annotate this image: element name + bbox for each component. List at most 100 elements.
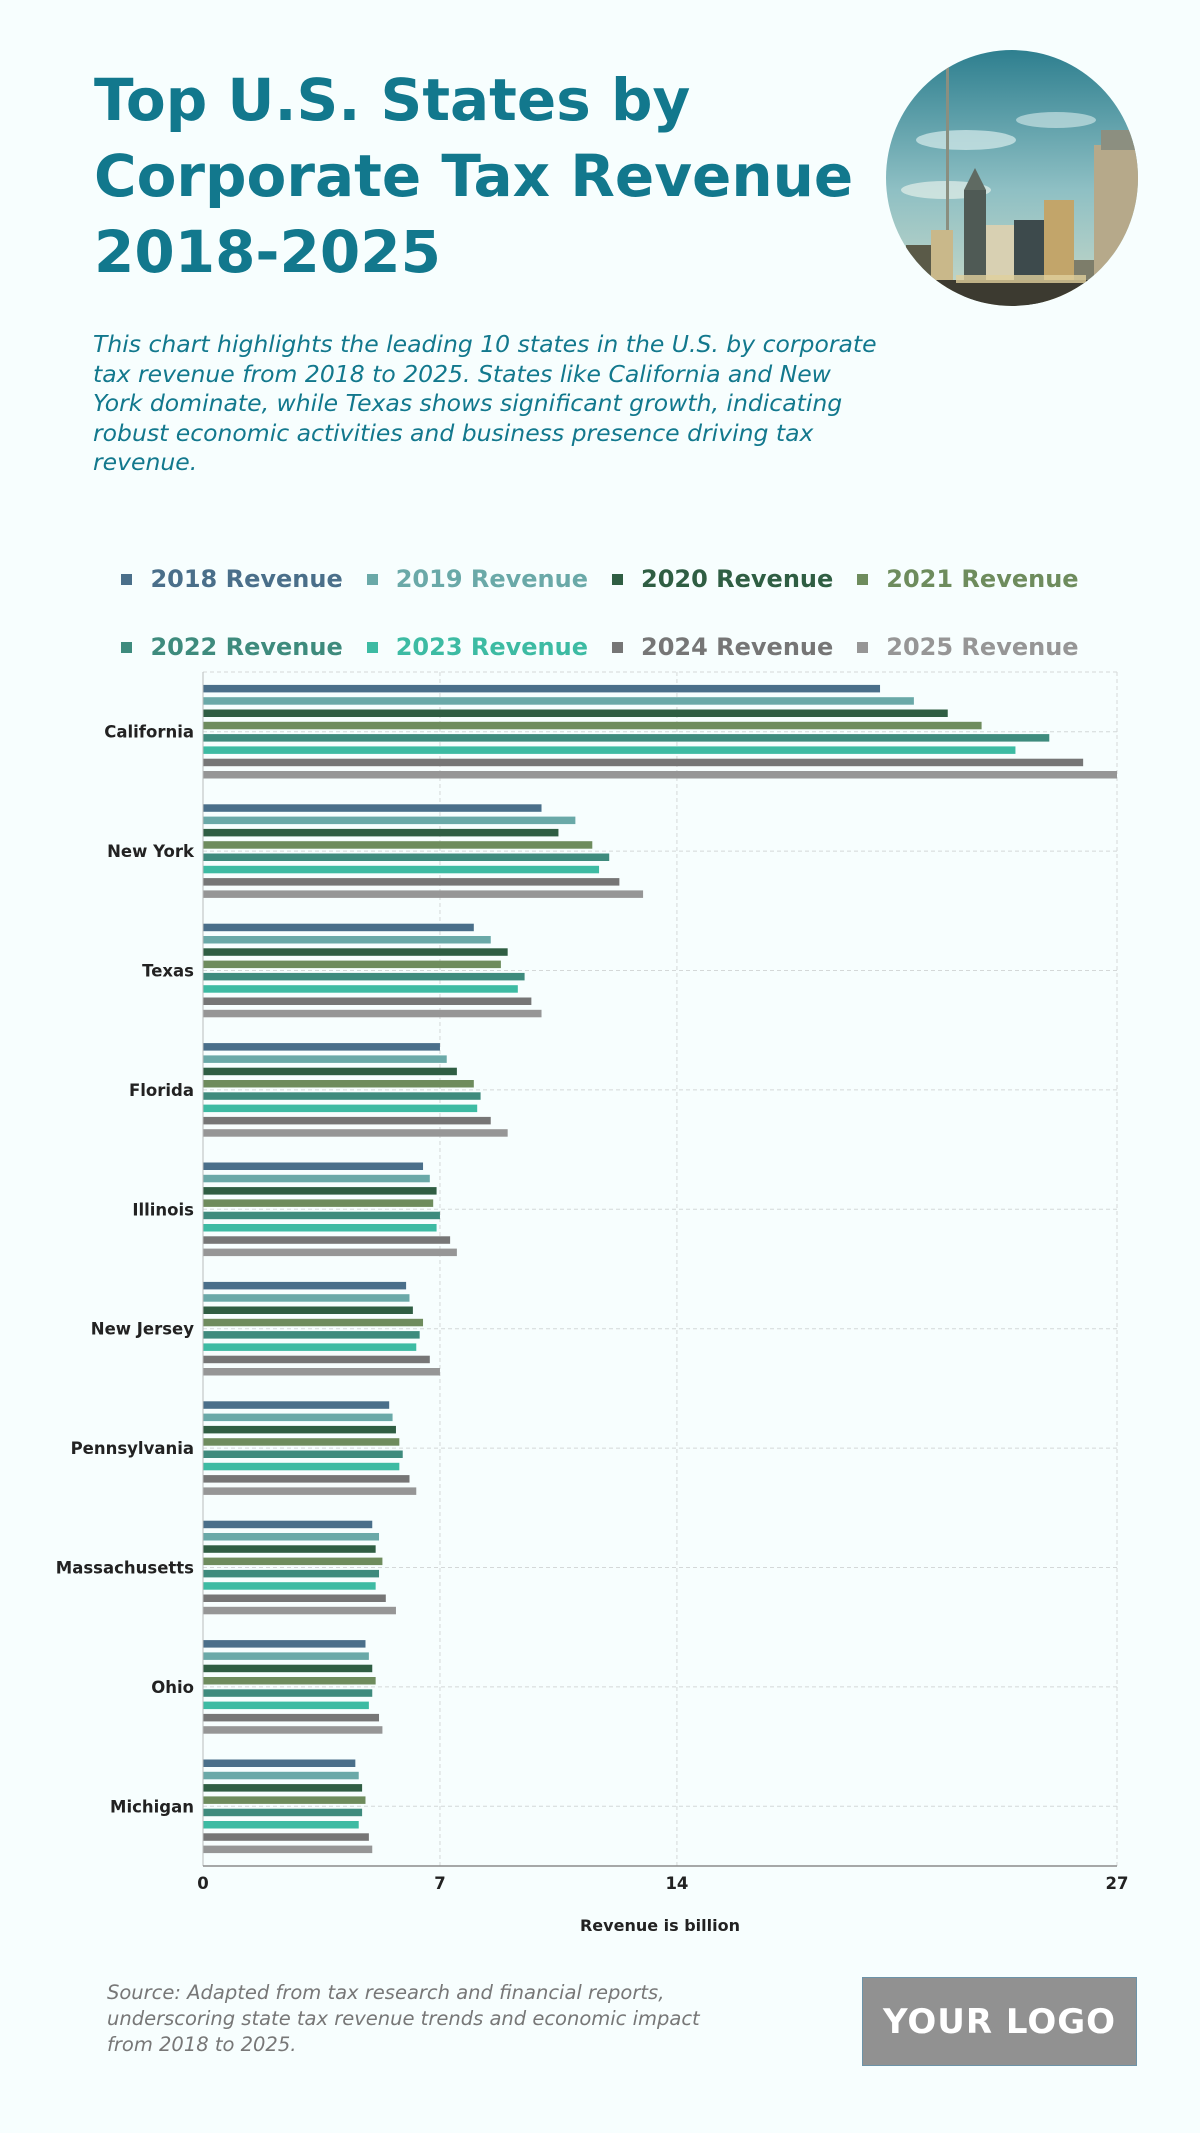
bar [203, 684, 881, 693]
legend-item: 2025 Revenue [857, 633, 1079, 661]
legend-swatch [857, 573, 869, 585]
bar [203, 1606, 396, 1615]
bar [203, 1318, 424, 1327]
bar [203, 1796, 366, 1804]
bar [203, 1401, 390, 1409]
bar [203, 1162, 424, 1170]
x-tick-label: 7 [434, 1874, 445, 1893]
bar [203, 1821, 359, 1829]
bar [203, 1557, 383, 1566]
bar [203, 1116, 491, 1125]
bar [203, 1080, 474, 1088]
bar [203, 1545, 376, 1553]
bar [203, 1043, 440, 1051]
legend-swatch [366, 641, 378, 653]
y-tick-label: Pennsylvania [71, 1439, 194, 1458]
bar [203, 1701, 369, 1710]
legend-item: 2019 Revenue [366, 565, 588, 593]
bar [203, 804, 542, 812]
bar [203, 1533, 380, 1541]
bar [203, 1664, 373, 1673]
bar [203, 1487, 417, 1495]
bar [203, 1713, 380, 1722]
chart-subtitle: This chart highlights the leading 10 sta… [93, 330, 877, 476]
bar [203, 1569, 380, 1578]
legend-label: 2021 Revenue [886, 565, 1079, 593]
x-tick-label: 27 [1106, 1874, 1129, 1893]
legend-item: 2022 Revenue [121, 633, 343, 661]
bar [203, 1652, 369, 1660]
legend-swatch [121, 573, 133, 585]
bar [203, 936, 491, 944]
bar [203, 734, 1050, 742]
bar [203, 1784, 363, 1792]
legend-item: 2023 Revenue [366, 633, 588, 661]
bar-chart: California New York Texas Florida Illinois Ne… [56, 671, 1129, 1893]
bar [203, 1174, 430, 1183]
legend-swatch [121, 641, 133, 653]
bar [203, 1833, 369, 1841]
bar [203, 1129, 508, 1137]
y-tick-label: New Jersey [91, 1320, 194, 1339]
bar [203, 960, 501, 969]
x-tick-label: 0 [197, 1874, 208, 1893]
bar [203, 841, 593, 849]
legend-label: 2024 Revenue [641, 633, 834, 661]
bar [203, 1677, 376, 1685]
legend-item: 2021 Revenue [857, 565, 1079, 593]
bar [203, 1211, 440, 1220]
legend-row: 2022 Revenue 2023 Revenue 2024 Revenue 2025… [0, 613, 1200, 681]
bar [203, 1248, 457, 1257]
bar [203, 1475, 410, 1483]
bar [203, 1067, 457, 1076]
legend-label: 2022 Revenue [150, 633, 343, 661]
chart-title: Top U.S. States by Corporate Tax Revenue… [94, 66, 854, 286]
bar [203, 1331, 420, 1339]
legend-swatch [612, 573, 623, 585]
city-skyline-photo [886, 50, 1138, 306]
legend-swatch [366, 573, 378, 585]
y-tick-label: Texas [142, 962, 194, 981]
legend-row: 2018 Revenue 2019 Revenue 2020 Revenue 2021… [0, 545, 1200, 613]
bar [203, 1594, 386, 1602]
y-tick-label: California [104, 723, 194, 742]
bar [203, 1771, 359, 1780]
bar [203, 972, 525, 981]
bar [203, 697, 914, 705]
bar [203, 1640, 366, 1648]
bar [203, 1450, 403, 1458]
bar [203, 1425, 396, 1434]
legend-label: 2025 Revenue [886, 633, 1079, 661]
bar [203, 1689, 373, 1697]
bar [203, 1104, 478, 1113]
bar [203, 878, 620, 886]
bar [203, 1306, 413, 1314]
legend-label: 2020 Revenue [641, 565, 834, 593]
bar [203, 1845, 373, 1854]
y-tick-label: Ohio [151, 1678, 194, 1697]
source-note: Source: Adapted from tax research and fi… [107, 1981, 700, 2056]
y-tick-label: New York [107, 842, 195, 861]
x-tick-label: 14 [665, 1874, 688, 1893]
y-tick-label: Florida [129, 1081, 194, 1100]
bar [203, 828, 559, 837]
bar [203, 1759, 356, 1767]
legend-item: 2020 Revenue [612, 565, 833, 593]
bar [203, 853, 610, 861]
bar [203, 1199, 434, 1207]
bar [203, 890, 644, 898]
legend-label: 2019 Revenue [395, 565, 588, 593]
bar [203, 1281, 407, 1290]
y-tick-label: Massachusetts [56, 1559, 194, 1578]
x-axis-label: Revenue is billion [579, 1916, 740, 1935]
bar [203, 1582, 376, 1590]
bar [203, 721, 982, 730]
bar [203, 1294, 410, 1302]
bar [203, 1808, 363, 1817]
y-tick-label: Michigan [110, 1797, 194, 1816]
bar [203, 1236, 451, 1244]
bar [203, 1726, 383, 1734]
bar [203, 1343, 417, 1351]
bar [203, 758, 1084, 767]
bar [203, 1520, 373, 1529]
